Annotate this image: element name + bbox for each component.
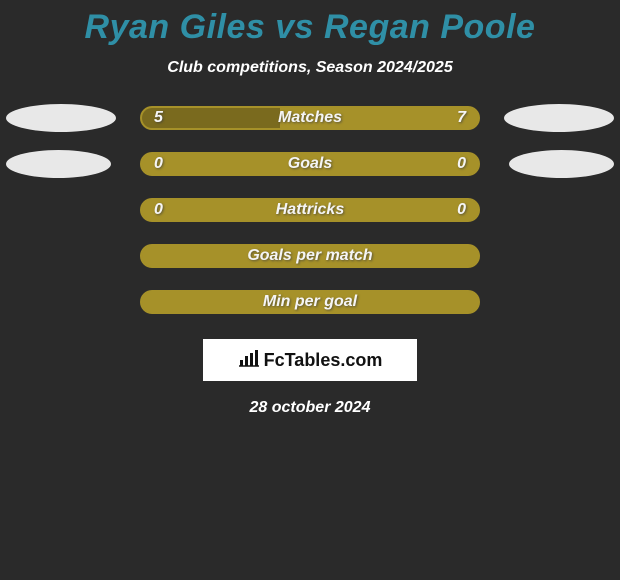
stat-bar: Matches5 7 <box>140 106 480 130</box>
stat-right-value: 0 <box>457 201 466 219</box>
stat-right-value: 7 <box>457 109 466 127</box>
ellipse-right <box>509 150 614 178</box>
stat-bar: Min per goal <box>140 290 480 314</box>
stat-row: Min per goal <box>0 279 620 325</box>
ellipse-left <box>6 104 116 132</box>
stat-row: Matches5 7 <box>0 95 620 141</box>
stat-row: Goals0 0 <box>0 141 620 187</box>
stat-row: Hattricks0 0 <box>0 187 620 233</box>
barchart-icon <box>238 349 260 372</box>
brand-text: FcTables.com <box>264 350 383 371</box>
stat-right-value: 0 <box>457 155 466 173</box>
stat-label: Matches <box>142 109 478 127</box>
brand-label: FcTables.com <box>238 349 383 372</box>
stat-label: Hattricks <box>142 201 478 219</box>
stat-bar: Goals0 0 <box>140 152 480 176</box>
page-title: Ryan Giles vs Regan Poole <box>0 0 620 49</box>
ellipse-left <box>6 150 111 178</box>
stat-left-value: 0 <box>154 201 163 219</box>
stat-label: Min per goal <box>142 293 478 311</box>
stat-label: Goals per match <box>142 247 478 265</box>
stat-label: Goals <box>142 155 478 173</box>
stat-bar: Hattricks0 0 <box>140 198 480 222</box>
stat-row: Goals per match <box>0 233 620 279</box>
stat-left-value: 5 <box>154 109 163 127</box>
ellipse-right <box>504 104 614 132</box>
stat-left-value: 0 <box>154 155 163 173</box>
subtitle: Club competitions, Season 2024/2025 <box>0 59 620 77</box>
comparison-rows: Matches57Goals00Hattricks00Goals per mat… <box>0 95 620 325</box>
brand-box: FcTables.com <box>203 339 417 381</box>
stat-bar: Goals per match <box>140 244 480 268</box>
date-label: 28 october 2024 <box>0 399 620 417</box>
